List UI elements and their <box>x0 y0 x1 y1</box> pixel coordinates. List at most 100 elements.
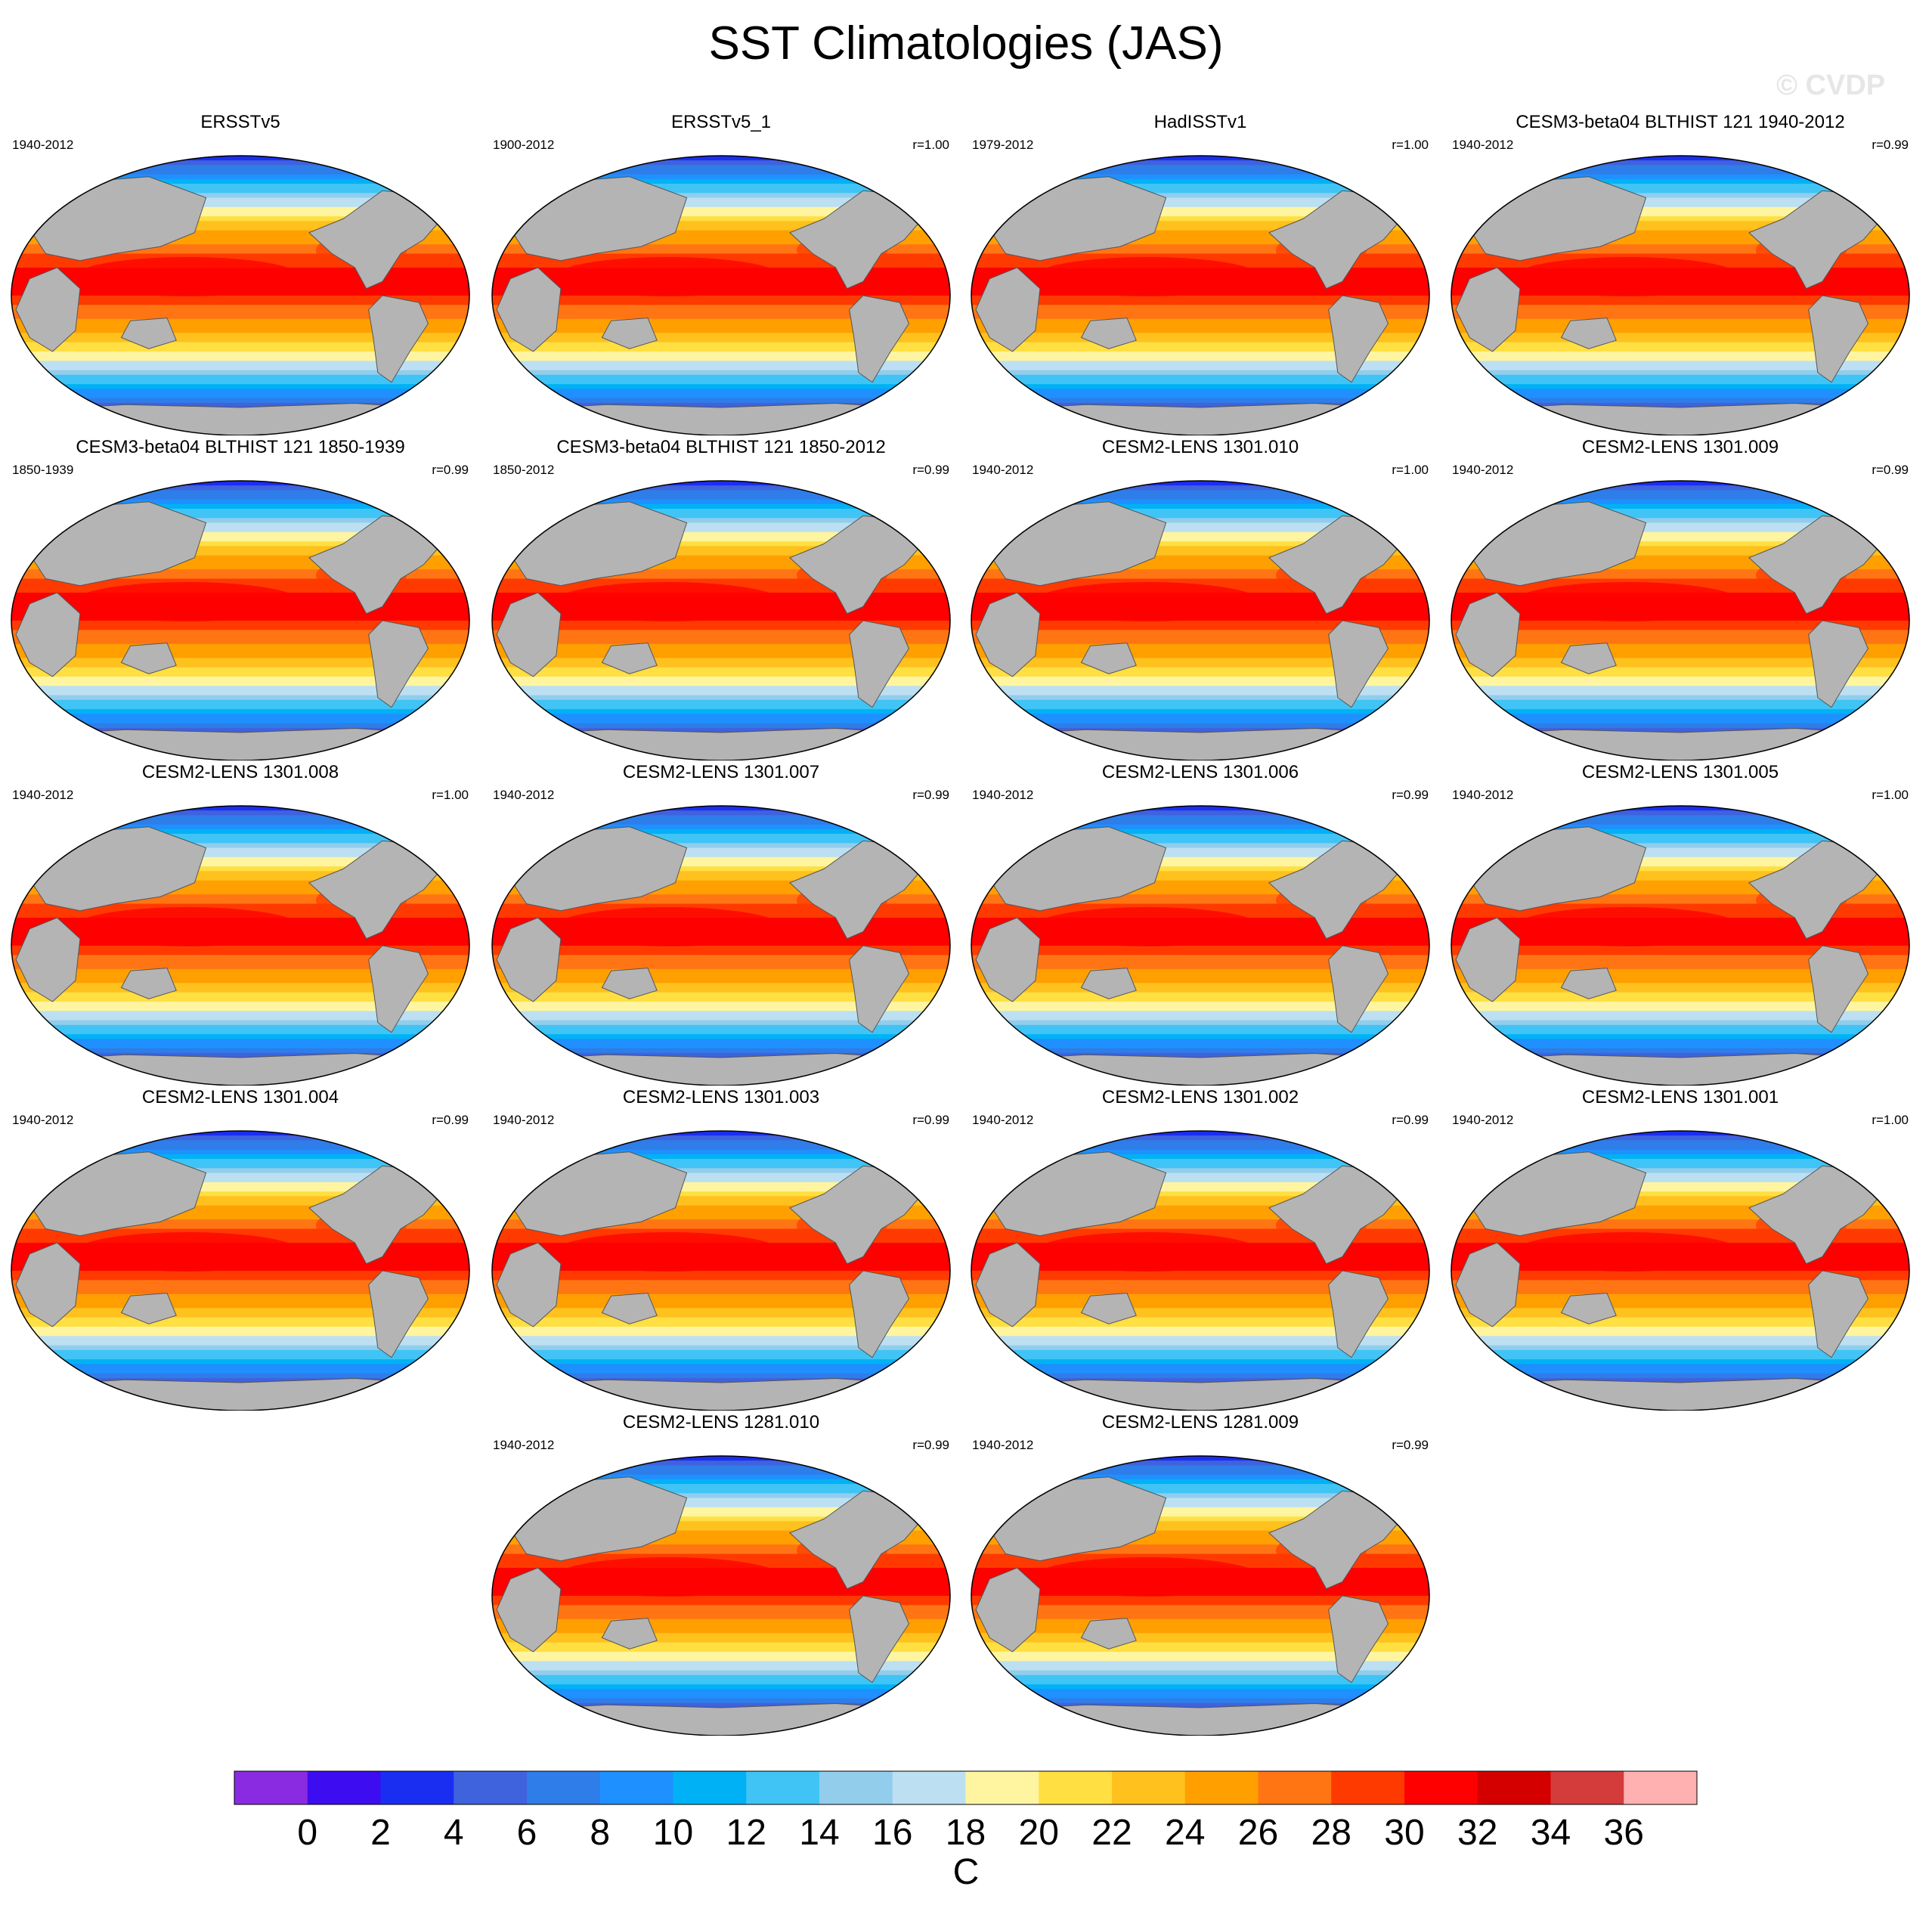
land-south-america <box>1328 1270 1389 1358</box>
sst-band <box>1451 723 1909 729</box>
sst-band <box>971 342 1429 348</box>
colorbar-segment <box>454 1771 528 1804</box>
sst-band <box>11 946 469 952</box>
land-south-america <box>849 1595 910 1683</box>
sst-band <box>11 569 469 575</box>
warm-pool <box>1034 1557 1261 1597</box>
colorbar-tick-label: 2 <box>370 1813 391 1853</box>
sst-band <box>971 1205 1429 1211</box>
sst-band <box>1451 639 1909 645</box>
sst-band <box>492 1205 950 1211</box>
sst-band <box>492 1020 950 1026</box>
land-antarctica <box>503 1377 940 1411</box>
colorbar-segment <box>1550 1771 1624 1804</box>
sst-band <box>971 1633 1429 1639</box>
sst-band <box>971 1172 1429 1179</box>
sst-band <box>11 537 469 543</box>
sst-band <box>971 1149 1429 1155</box>
sst-band <box>971 1187 1429 1193</box>
sst-band <box>971 1512 1429 1518</box>
land-australia <box>1560 968 1617 999</box>
land-south-america <box>849 620 910 708</box>
sst-band <box>971 574 1429 580</box>
sst-band <box>1451 1331 1909 1337</box>
sst-band <box>971 1177 1429 1183</box>
land-australia <box>1080 317 1137 349</box>
sst-band <box>971 1373 1429 1379</box>
sst-band <box>492 1493 950 1499</box>
sst-band <box>971 169 1429 175</box>
sst-band <box>492 1317 950 1323</box>
warm-pool <box>1034 582 1261 621</box>
sst-band <box>11 1024 469 1030</box>
sst-band <box>971 569 1429 575</box>
panel-title: ERSSTv5 <box>200 112 280 132</box>
land-antarctica <box>1462 727 1899 760</box>
sst-band <box>492 1131 950 1137</box>
sst-band <box>1451 240 1909 246</box>
sst-band <box>971 356 1429 362</box>
sst-band <box>492 1006 950 1012</box>
sst-band <box>1451 1210 1909 1216</box>
land-africa <box>975 917 1041 1002</box>
sst-band <box>1451 950 1909 956</box>
sst-band <box>11 699 469 705</box>
sst-map <box>1451 805 1910 1086</box>
sst-band <box>971 1006 1429 1012</box>
sst-band <box>971 384 1429 390</box>
sst-band <box>971 1355 1429 1361</box>
sst-band <box>1451 1163 1909 1169</box>
sst-band <box>11 1135 469 1141</box>
sst-band <box>971 565 1429 571</box>
panel-period: 1940-2012 <box>972 463 1034 477</box>
sst-band <box>492 1368 950 1374</box>
sst-band <box>971 234 1429 240</box>
colorbar-segment <box>892 1771 966 1804</box>
sst-band <box>11 546 469 552</box>
sst-band <box>11 202 469 208</box>
sst-band <box>1451 225 1909 231</box>
sst-band <box>1451 1187 1909 1193</box>
sst-band <box>11 379 469 386</box>
sst-band <box>492 1280 950 1286</box>
sst-band <box>11 398 469 404</box>
sst-band <box>492 1331 950 1337</box>
sst-band <box>1451 494 1909 500</box>
sst-band <box>492 1224 950 1230</box>
sst-band <box>1451 1002 1909 1008</box>
sst-band <box>492 1312 950 1318</box>
land-antarctica <box>1462 1052 1899 1086</box>
warm-pool <box>74 257 301 296</box>
colorbar-tick-label: 32 <box>1457 1813 1497 1853</box>
sst-band <box>1451 1015 1909 1021</box>
sst-band <box>492 1011 950 1017</box>
sst-band <box>971 1368 1429 1374</box>
sst-band <box>492 834 950 840</box>
panel-correlation: r=1.00 <box>1392 463 1429 477</box>
colorbar-segment <box>1112 1771 1186 1804</box>
sst-band <box>971 1191 1429 1197</box>
sst-band <box>971 968 1429 974</box>
sst-band <box>492 1646 950 1652</box>
map-frame <box>971 1455 1430 1736</box>
sst-band <box>492 862 950 868</box>
land-africa <box>975 592 1041 677</box>
sst-band <box>492 1474 950 1480</box>
land-australia <box>601 1618 658 1649</box>
sst-band <box>11 1163 469 1169</box>
sst-band <box>492 866 950 872</box>
sst-band <box>1451 1006 1909 1012</box>
sst-band <box>1451 1215 1909 1221</box>
map-panel: ERSSTv5_1 1900-2012 r=1.00 <box>481 112 961 435</box>
sst-band <box>11 634 469 640</box>
sst-band <box>11 337 469 343</box>
sst-band <box>971 890 1429 896</box>
sst-band <box>11 1200 469 1206</box>
warm-pool <box>555 1557 782 1597</box>
sst-band <box>11 193 469 199</box>
sst-band <box>492 1484 950 1490</box>
sst-band <box>971 221 1429 227</box>
sst-band <box>492 1674 950 1680</box>
map-frame <box>971 805 1430 1086</box>
sst-band <box>11 197 469 203</box>
